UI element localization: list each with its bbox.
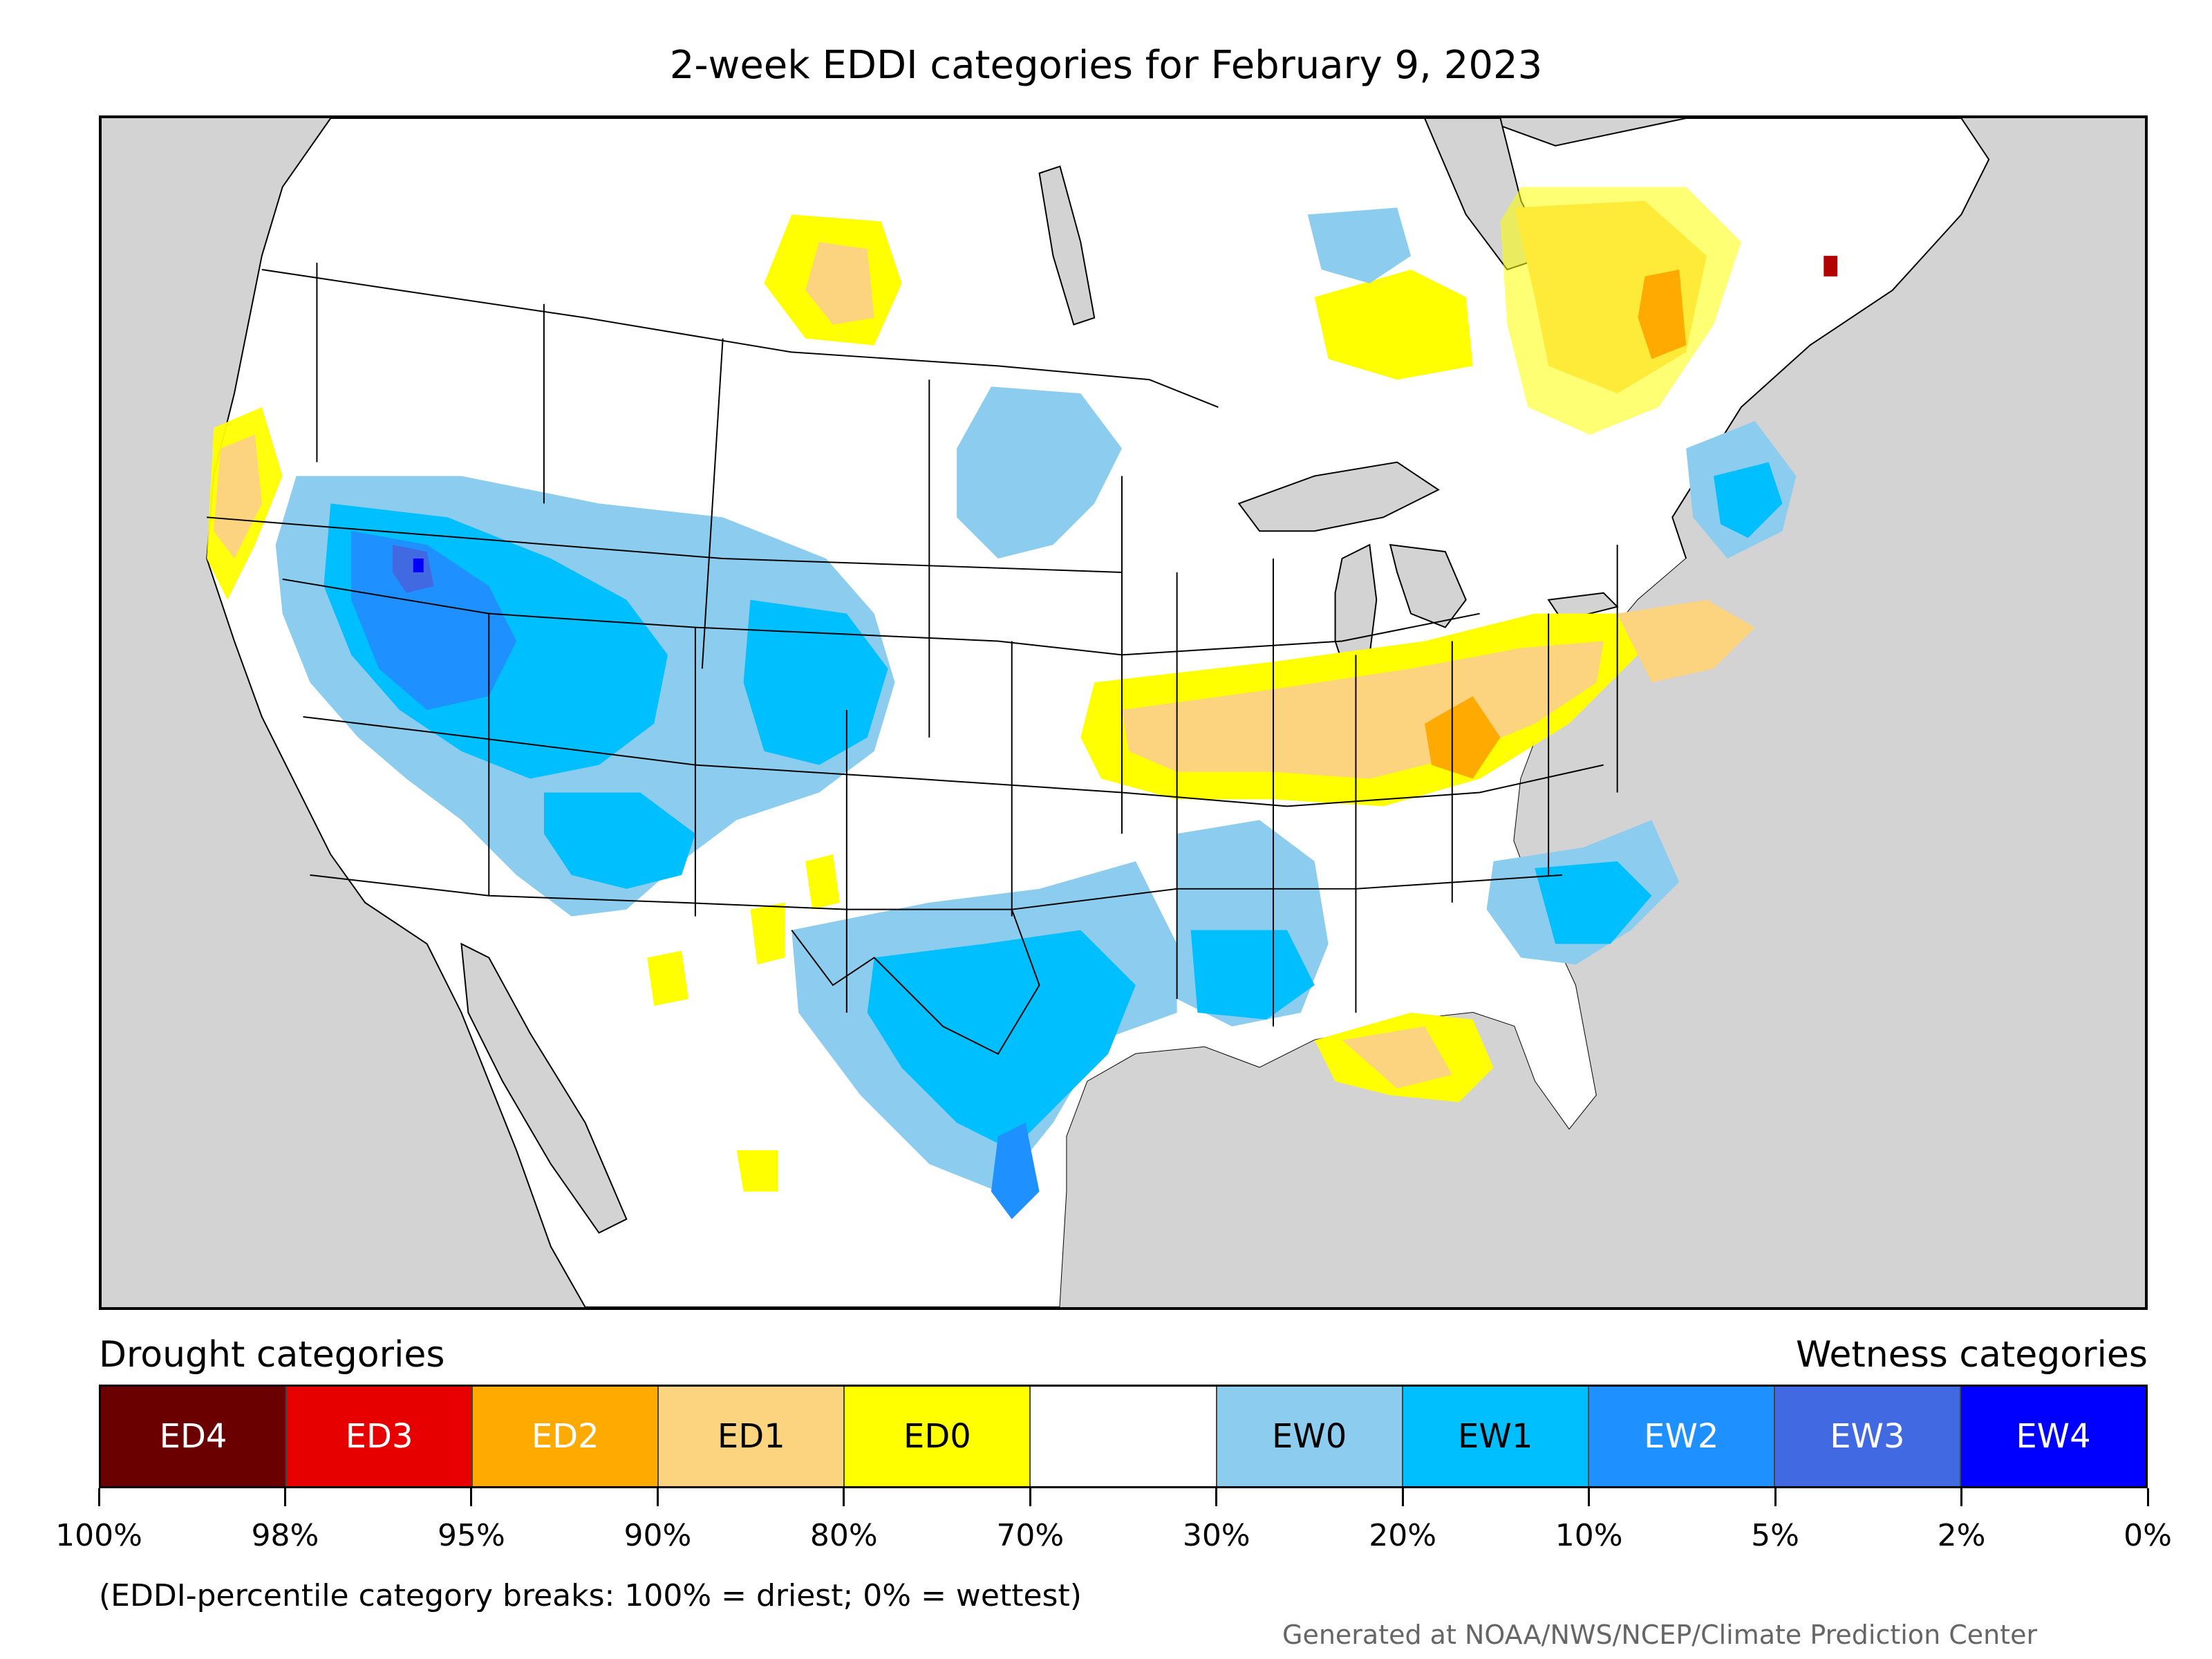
colorbar-tick: [1588, 1488, 1591, 1506]
ed1-region-northeast: [1617, 599, 1755, 683]
ed2-region-west-virginia: [1424, 696, 1501, 779]
colorbar-tick: [2146, 1488, 2149, 1506]
ew1-region-four-corners: [543, 792, 695, 889]
ed0-region-quebec: [1500, 187, 1741, 435]
ed1-region-florida: [1342, 1026, 1452, 1089]
ew2-region-west: [351, 531, 517, 711]
category-ew1: EW1: [1403, 1387, 1589, 1486]
credit-line: Generated at NOAA/NWS/NCEP/Climate Predi…: [1282, 1620, 2038, 1650]
colorbar-tick-label: 95%: [438, 1518, 505, 1553]
colorbar-tick: [1960, 1488, 1963, 1506]
colorbar-tick: [1401, 1488, 1404, 1506]
colorbar-tick-label: 5%: [1751, 1518, 1799, 1553]
category-colorbar: ED4 ED3 ED2 ED1 ED0 EW0 EW1 EW2 EW3 EW4: [99, 1385, 2148, 1488]
colorbar-tick-label: 2%: [1937, 1518, 1986, 1553]
wetness-categories-heading: Wetness categories: [1796, 1334, 2148, 1376]
colorbar-tick-label: 0%: [2124, 1518, 2172, 1553]
colorbar-tick-label: 70%: [996, 1518, 1065, 1553]
category-ew3: EW3: [1774, 1387, 1961, 1486]
colorbar-tick: [1774, 1488, 1777, 1506]
colorbar-tick: [470, 1488, 473, 1506]
lake-winnipeg: [1038, 165, 1096, 326]
colorbar-tick: [97, 1488, 100, 1506]
ed2-region-quebec: [1638, 269, 1687, 359]
category-ed3: ED3: [287, 1387, 474, 1486]
colorbar-tick-label: 98%: [251, 1518, 319, 1553]
atlantic-ocean: [1514, 531, 2144, 1307]
ed0-spots-southwest: [647, 854, 840, 1192]
ew1-region-new-england: [1714, 462, 1783, 538]
ed1-region-northwest: [214, 434, 262, 559]
ew1-region-colorado: [743, 599, 888, 765]
map-title: 2-week EDDI categories for February 9, 2…: [669, 43, 1543, 88]
colorbar-tick: [843, 1488, 845, 1506]
category-ed1: ED1: [659, 1387, 845, 1486]
category-ew4: EW4: [1960, 1387, 2146, 1486]
colorbar-tick-label: 90%: [624, 1518, 692, 1553]
ew0-region-plains: [957, 386, 1123, 559]
colorbar-tick-label: 100%: [55, 1518, 142, 1553]
ew1-region-texas: [867, 930, 1136, 1151]
political-boundaries: [207, 263, 1618, 1056]
colorbar-tick: [1029, 1488, 1031, 1506]
percentile-footnote: (EDDI-percentile category breaks: 100% =…: [99, 1578, 1082, 1613]
category-ed4: ED4: [101, 1387, 288, 1486]
colorbar-tick: [1215, 1488, 1218, 1506]
eddi-map: [206, 118, 2144, 1307]
colorbar-tick: [283, 1488, 286, 1506]
ew1-region-carolinas: [1535, 861, 1652, 944]
lake-huron: [1389, 543, 1467, 628]
map-frame: [99, 115, 2148, 1310]
category-neutral: [1031, 1387, 1217, 1486]
colorbar-tick-label: 20%: [1369, 1518, 1437, 1553]
ew2-region-texas-coast: [991, 1123, 1040, 1219]
colorbar-tick-label: 10%: [1555, 1518, 1623, 1553]
ew4-spot-idaho: [413, 559, 424, 572]
category-ew0: EW0: [1217, 1387, 1403, 1486]
ed3-spot-quebec: [1824, 256, 1838, 276]
ed1-region-canada-prairie: [805, 242, 874, 325]
gulf-of-california: [460, 942, 628, 1234]
ed0-region-ontario: [1314, 269, 1473, 380]
category-ed2: ED2: [473, 1387, 659, 1486]
colorbar-tick-label: 80%: [809, 1518, 878, 1553]
drought-categories-heading: Drought categories: [99, 1334, 445, 1376]
ew0-region-ontario: [1307, 207, 1412, 283]
lake-superior: [1237, 461, 1440, 532]
category-ew2: EW2: [1588, 1387, 1775, 1486]
colorbar-tick: [656, 1488, 659, 1506]
ew1-region-louisiana: [1190, 930, 1315, 1020]
category-ed0: ED0: [845, 1387, 1031, 1486]
colorbar-tick-label: 30%: [1182, 1518, 1250, 1553]
